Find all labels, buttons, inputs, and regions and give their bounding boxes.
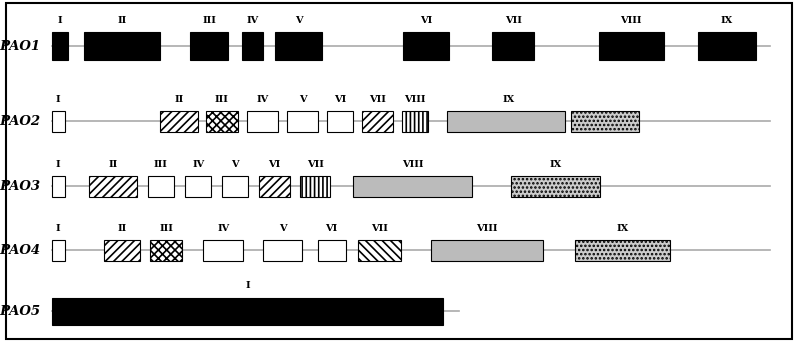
Text: I: I: [56, 160, 61, 169]
Text: III: III: [215, 95, 229, 104]
Bar: [52, 298, 443, 325]
Text: AtPAO2: AtPAO2: [0, 115, 40, 128]
Bar: [206, 111, 238, 132]
Text: II: II: [174, 95, 184, 104]
Bar: [148, 176, 174, 197]
Text: VIII: VIII: [476, 224, 497, 233]
Bar: [362, 111, 393, 132]
Text: VII: VII: [369, 95, 386, 104]
Text: II: II: [117, 224, 126, 233]
Bar: [300, 176, 330, 197]
Bar: [492, 32, 534, 60]
Bar: [52, 240, 65, 261]
Bar: [698, 32, 756, 60]
Text: VII: VII: [371, 224, 388, 233]
Text: I: I: [245, 281, 250, 290]
Text: V: V: [294, 16, 302, 25]
Text: IV: IV: [217, 224, 230, 233]
Bar: [84, 32, 160, 60]
Text: VIII: VIII: [405, 95, 425, 104]
Bar: [358, 240, 401, 261]
Text: AtPAO3: AtPAO3: [0, 180, 40, 193]
Text: I: I: [57, 16, 62, 25]
Bar: [318, 240, 346, 261]
Bar: [327, 111, 353, 132]
Bar: [52, 111, 65, 132]
Bar: [575, 240, 670, 261]
Text: AtPAO4: AtPAO4: [0, 244, 40, 257]
Bar: [287, 111, 318, 132]
Text: V: V: [298, 95, 306, 104]
Bar: [203, 240, 243, 261]
Text: V: V: [279, 224, 286, 233]
Bar: [403, 32, 449, 60]
Bar: [222, 176, 248, 197]
Bar: [185, 176, 211, 197]
Bar: [275, 32, 322, 60]
Text: I: I: [56, 224, 61, 233]
Bar: [402, 111, 428, 132]
Text: IX: IX: [721, 16, 733, 25]
Bar: [52, 176, 65, 197]
Bar: [89, 176, 137, 197]
Text: IX: IX: [549, 160, 562, 169]
Bar: [353, 176, 472, 197]
Bar: [160, 111, 198, 132]
Text: IV: IV: [246, 16, 259, 25]
Text: VIII: VIII: [621, 16, 642, 25]
Text: I: I: [56, 95, 61, 104]
Text: IX: IX: [616, 224, 629, 233]
Bar: [571, 111, 639, 132]
Text: II: II: [109, 160, 118, 169]
Bar: [104, 240, 140, 261]
Text: III: III: [159, 224, 173, 233]
Text: VI: VI: [326, 224, 338, 233]
Bar: [52, 32, 68, 60]
Bar: [263, 240, 302, 261]
Text: AtPAO5: AtPAO5: [0, 305, 40, 318]
Text: II: II: [117, 16, 126, 25]
Text: IX: IX: [503, 95, 516, 104]
Bar: [511, 176, 600, 197]
Text: VI: VI: [420, 16, 433, 25]
Bar: [447, 111, 565, 132]
Text: VII: VII: [306, 160, 324, 169]
Bar: [598, 32, 664, 60]
Bar: [242, 32, 263, 60]
Text: III: III: [154, 160, 168, 169]
Bar: [190, 32, 228, 60]
Text: V: V: [231, 160, 239, 169]
Text: VI: VI: [268, 160, 281, 169]
Bar: [259, 176, 290, 197]
Text: III: III: [202, 16, 216, 25]
Text: VI: VI: [334, 95, 346, 104]
Text: VIII: VIII: [402, 160, 423, 169]
Text: IV: IV: [256, 95, 269, 104]
Text: AtPAO1: AtPAO1: [0, 40, 40, 53]
Bar: [150, 240, 182, 261]
Bar: [431, 240, 543, 261]
Bar: [247, 111, 278, 132]
Text: IV: IV: [192, 160, 204, 169]
Text: VII: VII: [504, 16, 522, 25]
